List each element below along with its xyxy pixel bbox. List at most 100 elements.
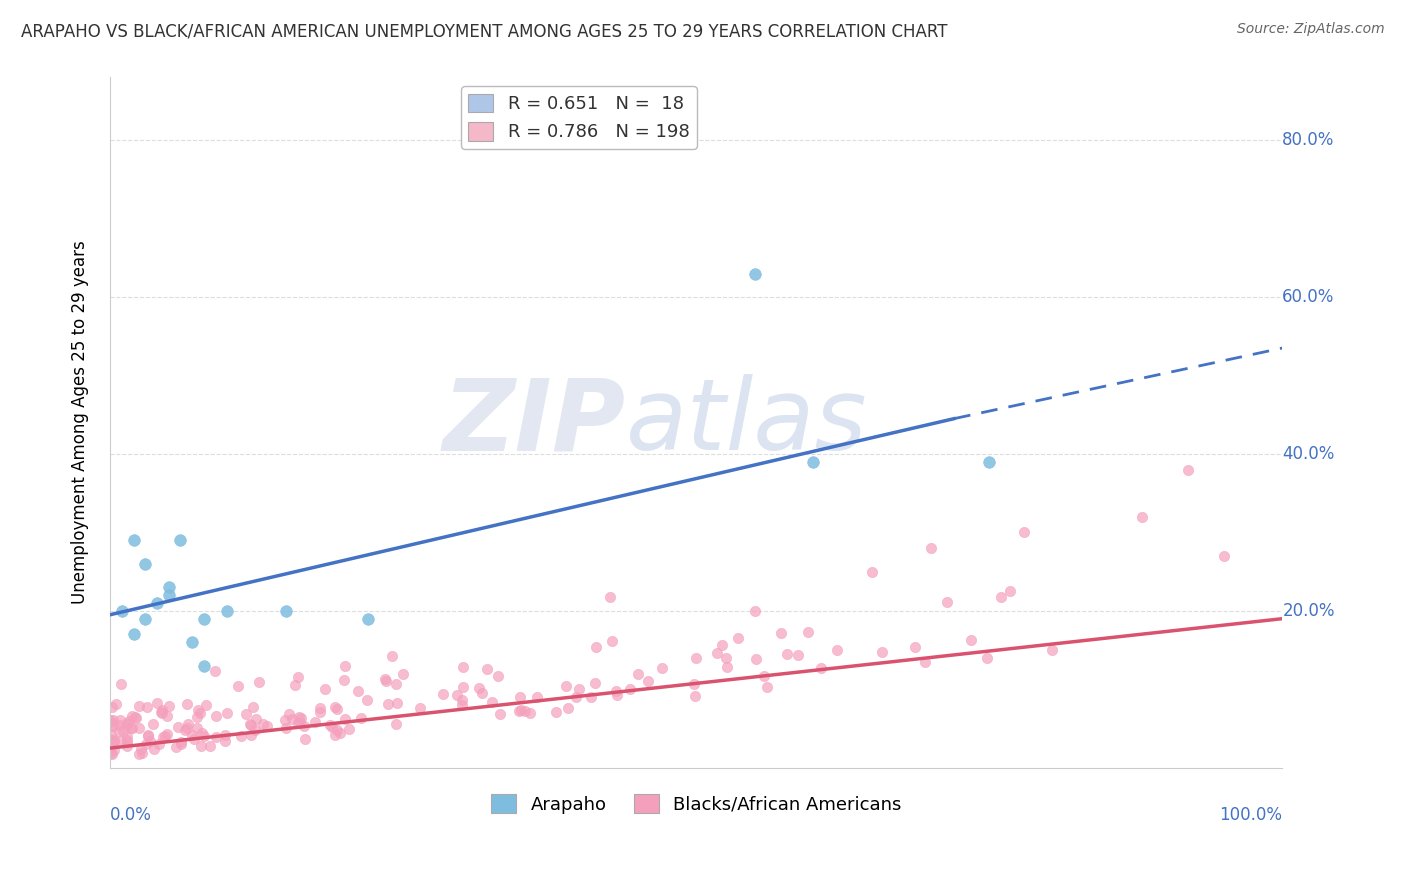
Point [579,690,602,705]
Point [319,718,342,732]
Point [100,728,122,742]
Point [451,680,474,694]
Point [274,604,297,618]
Point [489,707,512,722]
Point [803,455,825,469]
Point [193,658,215,673]
Point [149,705,172,719]
Point [129,742,152,756]
Point [309,705,332,719]
Text: 100.0%: 100.0% [1219,805,1282,823]
Point [290,711,312,725]
Point [239,717,262,731]
Point [120,721,142,735]
Point [188,706,211,721]
Point [193,729,215,743]
Point [100,713,122,727]
Point [146,596,169,610]
Point [1014,525,1036,540]
Point [128,721,150,735]
Point [152,730,174,744]
Point [446,688,468,702]
Point [935,595,957,609]
Point [245,712,267,726]
Point [287,670,309,684]
Point [198,739,221,753]
Point [1212,549,1234,563]
Point [115,732,138,747]
Point [135,737,157,751]
Point [110,677,132,691]
Point [481,695,503,709]
Point [326,702,349,716]
Point [377,698,399,712]
Point [451,692,474,706]
Point [1177,462,1199,476]
Point [115,715,138,730]
Point [128,747,150,762]
Y-axis label: Unemployment Among Ages 25 to 29 years: Unemployment Among Ages 25 to 29 years [72,241,89,605]
Point [287,716,309,731]
Point [979,455,1001,469]
Point [100,739,122,754]
Point [619,681,641,696]
Point [409,701,432,715]
Point [156,727,179,741]
Point [103,733,125,747]
Point [112,724,135,739]
Point [810,661,832,675]
Point [637,674,659,689]
Point [122,627,145,641]
Point [143,742,166,756]
Point [104,697,127,711]
Point [217,706,239,720]
Point [333,712,356,726]
Point [226,679,249,693]
Point [727,631,749,645]
Point [860,565,883,579]
Point [165,739,187,754]
Point [451,660,474,674]
Point [292,719,315,733]
Point [274,713,297,727]
Point [392,666,415,681]
Point [710,639,733,653]
Point [124,710,146,724]
Text: 60.0%: 60.0% [1282,288,1334,306]
Point [508,704,530,718]
Point [626,666,648,681]
Point [510,703,533,717]
Text: Source: ZipAtlas.com: Source: ZipAtlas.com [1237,22,1385,37]
Point [920,541,942,555]
Point [904,640,927,654]
Point [115,739,138,753]
Point [519,706,541,721]
Point [775,647,797,661]
Point [304,715,326,730]
Text: ARAPAHO VS BLACK/AFRICAN AMERICAN UNEMPLOYMENT AMONG AGES 25 TO 29 YEARS CORRELA: ARAPAHO VS BLACK/AFRICAN AMERICAN UNEMPL… [21,22,948,40]
Point [321,720,343,734]
Point [685,651,707,665]
Point [744,267,766,281]
Text: 40.0%: 40.0% [1282,445,1334,463]
Point [526,690,548,704]
Point [103,732,125,747]
Point [134,557,156,571]
Point [181,635,204,649]
Point [350,711,373,725]
Point [385,677,408,691]
Point [142,716,165,731]
Point [374,673,396,687]
Point [170,734,193,748]
Point [193,612,215,626]
Point [156,709,179,723]
Point [115,729,138,743]
Point [685,689,707,703]
Point [756,680,779,694]
Point [797,625,820,640]
Point [714,651,737,665]
Point [100,746,122,760]
Point [239,718,262,732]
Point [121,721,143,735]
Point [247,675,270,690]
